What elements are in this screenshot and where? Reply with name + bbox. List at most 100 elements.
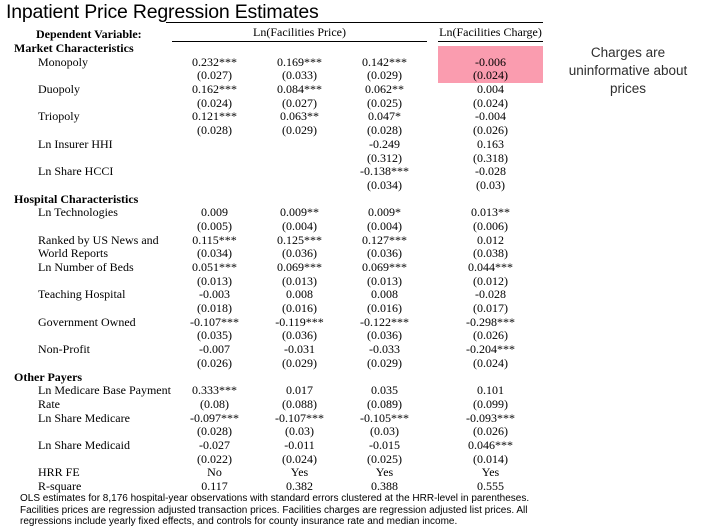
table-cell: 0.062** [365, 82, 404, 97]
table-cell: (0.027) [282, 95, 317, 110]
table-row: (0.312) (0.318) [0, 151, 543, 166]
row-label [0, 453, 172, 467]
table-cell: (0.024) [473, 95, 508, 110]
table-cell: 0.063** [280, 109, 319, 124]
table-cell: -0.093*** [466, 410, 515, 425]
row-label [0, 329, 172, 343]
row-label [0, 220, 172, 234]
table-row: Triopoly 0.121*** 0.063** 0.047* -0.004 [0, 110, 543, 124]
table-cell [172, 152, 257, 166]
table-cell: (0.036) [282, 328, 317, 343]
table-cell [257, 152, 342, 166]
table-cell [257, 179, 342, 193]
table-row: (0.024) (0.027) (0.025) (0.024) [0, 95, 543, 111]
row-label: Ln Insurer HHI [38, 136, 113, 151]
table-cell: (0.029) [367, 68, 402, 83]
table-cell: -0.138*** [360, 164, 409, 179]
row-label: Ln Technologies [38, 205, 118, 220]
row-label: World Reports [38, 246, 109, 261]
table-row: (0.035) (0.036) (0.036) (0.026) [0, 329, 543, 343]
table-cell: 0.333*** [192, 383, 237, 398]
table-cell: (0.026) [473, 123, 508, 138]
table-cell: (0.089) [367, 396, 402, 411]
table-cell: (0.026) [473, 328, 508, 343]
table-cell [172, 165, 257, 179]
table-cell: (0.038) [473, 246, 508, 261]
table-row: Ln Insurer HHI -0.249 0.163 [0, 136, 543, 152]
table-row: Government Owned -0.107*** -0.119*** -0.122… [0, 314, 543, 330]
table-cell: 0.008 [286, 287, 313, 302]
table-row: (0.022) (0.024) (0.025) (0.014) [0, 451, 543, 467]
row-label [0, 302, 172, 316]
row-label: R-square [38, 479, 82, 493]
table-cell: (0.029) [282, 123, 317, 138]
table-cell: 0.046*** [468, 437, 513, 452]
section-row: Other Payers [0, 369, 543, 385]
table-cell: 0.069*** [362, 260, 407, 274]
table-row: Ranked by US News and 0.115*** 0.125*** 0.1… [0, 232, 543, 248]
column-group-facilities-charge: Ln(Facilities Charge) [438, 25, 543, 42]
table-cell: -0.298*** [466, 314, 515, 329]
table-cell [172, 138, 257, 152]
table-cell: 0.008 [371, 287, 398, 302]
table-cell: (0.013) [367, 273, 402, 288]
row-label: Duopoly [38, 82, 80, 97]
table-cell: -0.004 [475, 109, 506, 124]
table-cell: -0.105*** [360, 410, 409, 425]
table-cell: (0.03) [285, 424, 314, 439]
table-cell: (0.099) [473, 396, 508, 411]
table-cell: (0.036) [282, 246, 317, 261]
section-header: Market Characteristics [14, 41, 134, 55]
table-cell: (0.005) [197, 218, 232, 233]
table-row: Ln Share Medicare -0.097*** -0.107*** -0.10… [0, 410, 543, 426]
table-cell: (0.004) [367, 218, 402, 233]
table-rows: Market Characteristics Monopoly 0.232*** 0.… [0, 41, 543, 494]
row-label: Ln Medicare Base Payment [38, 383, 171, 398]
table-cell: 0.051*** [192, 260, 237, 274]
table-cell: 0.121*** [192, 109, 237, 124]
table-cell: -0.011 [284, 437, 315, 452]
table-cell: 0.388 [371, 479, 398, 493]
row-label [0, 357, 172, 371]
monopoly-charge-highlight [438, 46, 543, 83]
charges-annotation: Charges are uninformative about prices [568, 45, 688, 96]
table-cell: (0.036) [367, 246, 402, 261]
section-row: Market Characteristics [0, 41, 543, 56]
table-cell: -0.015 [369, 437, 400, 452]
table-cell: (0.022) [197, 451, 232, 466]
table-cell: 0.125*** [277, 232, 322, 247]
table-cell: (0.027) [197, 68, 232, 83]
table-cell: 0.035 [371, 383, 398, 398]
row-label: Ln Number of Beds [38, 260, 134, 274]
table-cell: (0.024) [473, 355, 508, 370]
table-row: Ln Number of Beds 0.051*** 0.069*** 0.069**… [0, 260, 543, 275]
table-cell: -0.028 [475, 164, 506, 179]
table-row: HRR FE No Yes Yes Yes [0, 466, 543, 480]
table-cell: 0.115*** [192, 232, 237, 247]
table-cell: (0.029) [282, 355, 317, 370]
table-cell: Yes [481, 465, 500, 480]
table-cell: 0.101 [477, 383, 504, 398]
table-cell: 0.017 [286, 383, 313, 398]
table-cell: (0.03) [370, 424, 399, 439]
table-row: (0.028) (0.029) (0.028) (0.026) [0, 123, 543, 138]
table-cell: (0.024) [197, 95, 232, 110]
row-label: HRR FE [38, 465, 80, 480]
table-cell: (0.012) [473, 273, 508, 288]
table-cell: 0.009* [368, 205, 401, 220]
row-label [0, 275, 172, 289]
section-header: Other Payers [14, 369, 83, 384]
table-row: (0.026) (0.029) (0.029) (0.024) [0, 355, 543, 371]
table-cell [172, 179, 257, 193]
table-cell: (0.035) [197, 328, 232, 343]
table-cell: 0.117 [201, 479, 228, 493]
table-cell: (0.028) [197, 424, 232, 439]
table-row: World Reports (0.034) (0.036) (0.036) (0.038… [0, 247, 543, 261]
row-label: Triopoly [38, 109, 80, 124]
table-cell: -0.122*** [360, 314, 409, 329]
table-cell [257, 165, 342, 179]
table-cell: (0.004) [282, 218, 317, 233]
row-label [0, 179, 172, 193]
dependent-variable-label: Dependent Variable: [36, 27, 142, 41]
